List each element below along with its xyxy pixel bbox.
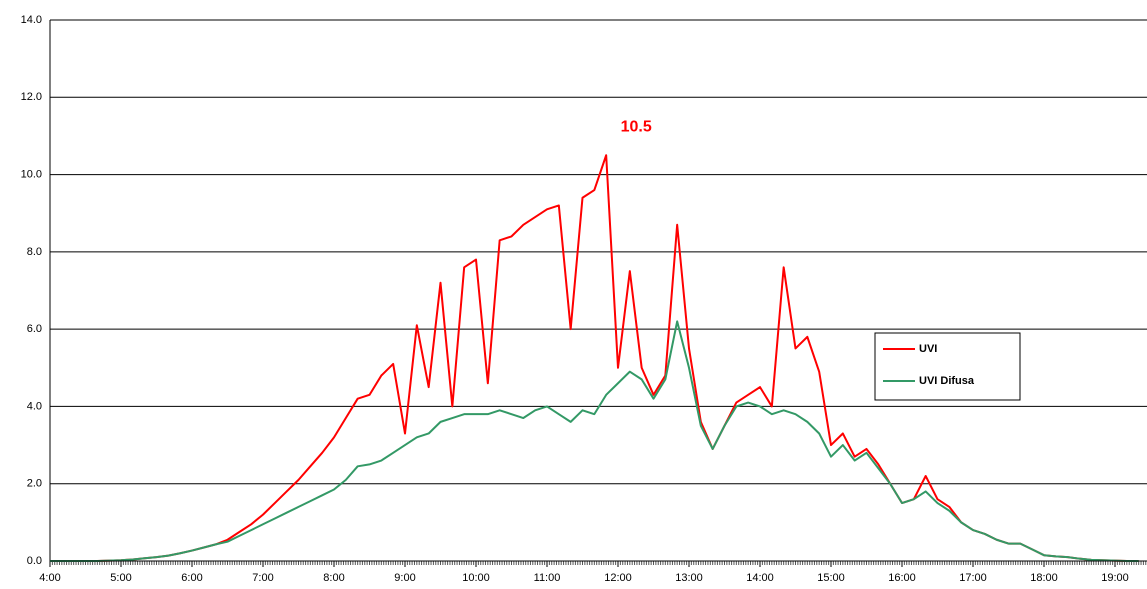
x-tick-label: 10:00 <box>462 572 490 584</box>
annotation: 10.5 <box>621 118 652 135</box>
series-line <box>50 320 1139 562</box>
x-tick-label: 9:00 <box>394 572 415 584</box>
y-tick-label: 10.0 <box>21 168 42 180</box>
x-tick-label: 15:00 <box>817 572 845 584</box>
y-tick-label: 12.0 <box>21 91 42 103</box>
x-tick-label: 7:00 <box>252 572 273 584</box>
y-tick-label: 8.0 <box>27 246 42 258</box>
x-tick-label: 14:00 <box>746 572 774 584</box>
y-tick-label: 0.0 <box>27 555 42 567</box>
x-tick-label: 5:00 <box>110 572 131 584</box>
y-tick-label: 14.0 <box>21 14 42 26</box>
y-tick-label: 2.0 <box>27 478 42 490</box>
x-tick-label: 19:00 <box>1101 572 1129 584</box>
x-tick-label: 12:00 <box>604 572 632 584</box>
y-tick-label: 4.0 <box>27 400 42 412</box>
legend-label: UVI Difusa <box>919 375 975 387</box>
x-tick-label: 11:00 <box>534 572 561 584</box>
x-tick-label: 17:00 <box>959 572 987 584</box>
x-tick-label: 13:00 <box>675 572 703 584</box>
legend-label: UVI <box>919 343 937 355</box>
x-tick-label: 16:00 <box>888 572 916 584</box>
x-tick-label: 18:00 <box>1030 572 1058 584</box>
y-tick-label: 6.0 <box>27 323 42 335</box>
x-tick-label: 6:00 <box>181 572 202 584</box>
x-tick-label: 4:00 <box>39 572 60 584</box>
legend-box <box>874 332 1021 401</box>
x-tick-label: 8:00 <box>323 572 344 584</box>
